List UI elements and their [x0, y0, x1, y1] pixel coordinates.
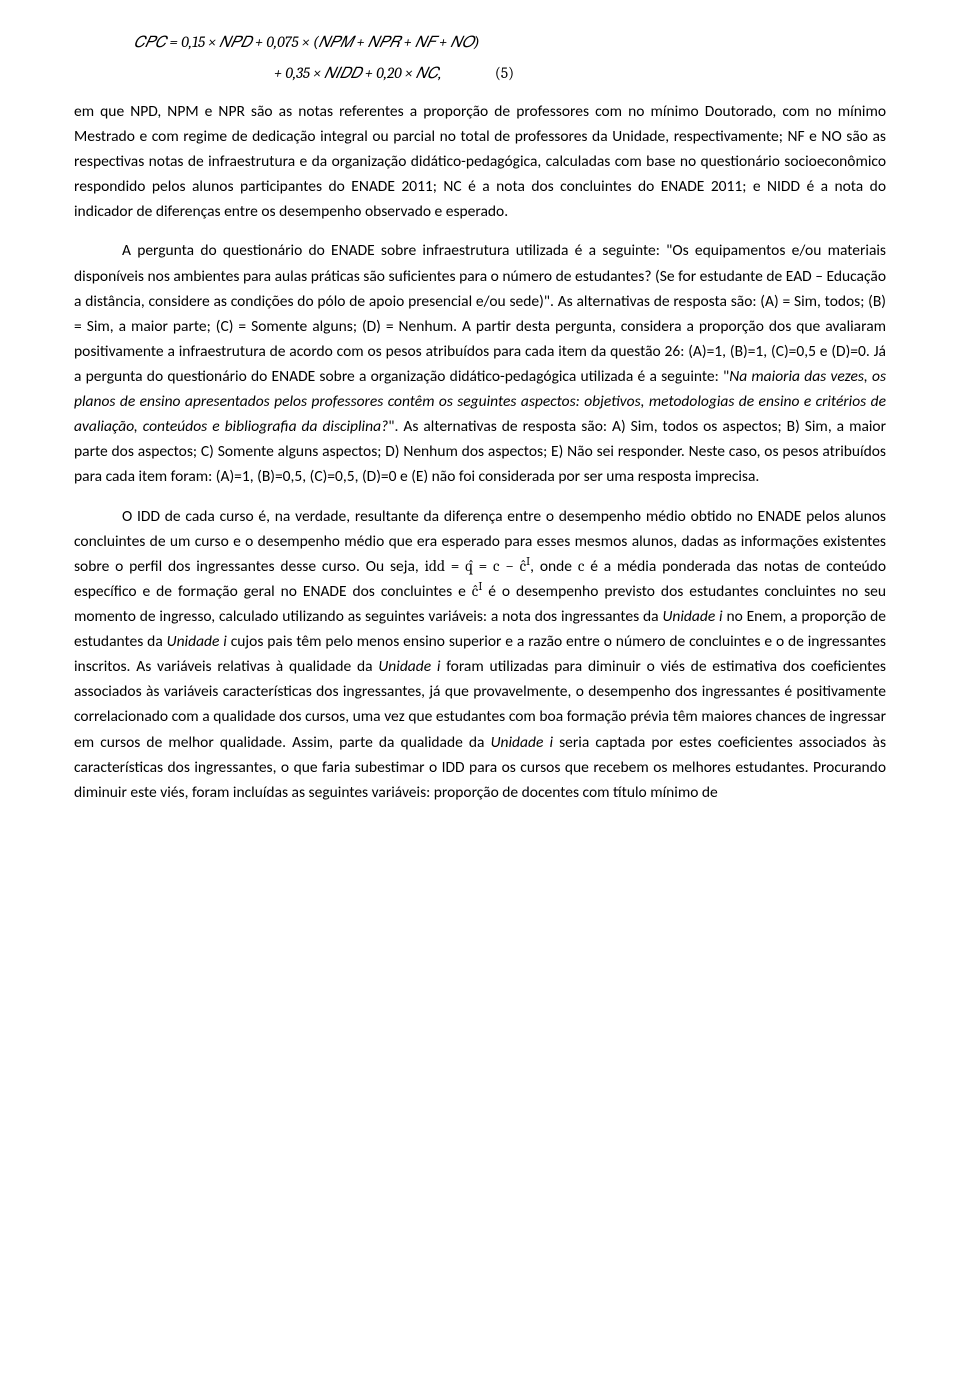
formula-block: 𝐶𝑃𝐶 = 0,15 × 𝑁𝑃𝐷 + 0,075 × (𝑁𝑃𝑀 + 𝑁𝑃𝑅 + … — [74, 28, 886, 89]
p3-s2: , onde — [530, 557, 578, 576]
paragraph-1: em que NPD, NPM e NPR são as notas refer… — [74, 99, 886, 225]
document-page: 𝐶𝑃𝐶 = 0,15 × 𝑁𝑃𝐷 + 0,075 × (𝑁𝑃𝑀 + 𝑁𝑃𝑅 + … — [0, 0, 960, 849]
paragraph-2: A pergunta do questionário do ENADE sobr… — [74, 238, 886, 489]
formula-line-1: 𝐶𝑃𝐶 = 0,15 × 𝑁𝑃𝐷 + 0,075 × (𝑁𝑃𝑀 + 𝑁𝑃𝑅 + … — [74, 28, 886, 57]
p3-unidade-3: Unidade i — [378, 657, 440, 676]
p3-formula-a: idd = q̂ = c − ĉ — [425, 557, 527, 575]
p3-unidade-4: Unidade i — [491, 733, 553, 752]
p3-unidade-1: Unidade i — [662, 607, 722, 626]
paragraph-3: O IDD de cada curso é, na verdade, resul… — [74, 504, 886, 805]
equation-number: (5) — [495, 64, 514, 82]
p3-unidade-2: Unidade i — [167, 632, 227, 651]
p2-seg-a: A pergunta do questionário do ENADE sobr… — [74, 241, 886, 386]
formula-line-2: + 0,35 × 𝑁𝐼𝐷𝐷 + 0,20 × 𝑁𝐶, (5) — [74, 59, 886, 88]
formula-line-2-expr: + 0,35 × 𝑁𝐼𝐷𝐷 + 0,20 × 𝑁𝐶, — [274, 64, 441, 82]
